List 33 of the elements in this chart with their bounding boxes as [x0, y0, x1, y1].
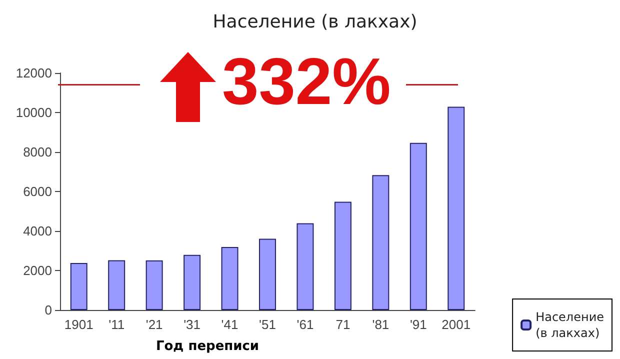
y-tick-label: 6000 — [23, 184, 52, 199]
bar — [372, 175, 390, 310]
y-tick-label: 8000 — [23, 144, 52, 160]
y-tick-label: 2000 — [23, 263, 52, 278]
x-tick-label: '91 — [410, 317, 427, 332]
x-axis-title: Год переписи — [156, 339, 260, 354]
y-tick-label: 12000 — [16, 66, 52, 80]
x-tick-label: 2001 — [442, 317, 471, 332]
bar — [184, 254, 201, 310]
bar — [334, 202, 352, 310]
y-tick-label: 0 — [44, 302, 52, 318]
x-tick-label: 1901 — [64, 317, 94, 332]
y-tick-label: 10000 — [16, 105, 52, 120]
chart-title: Население (в лакхах) — [212, 12, 418, 32]
bar — [221, 247, 238, 310]
bar — [146, 260, 163, 310]
x-tick-label: '41 — [221, 317, 238, 332]
x-tick-label: '21 — [146, 317, 163, 332]
bar — [259, 238, 276, 310]
x-tick-label: '81 — [372, 317, 390, 332]
x-tick-label: '11 — [108, 317, 125, 332]
bar — [108, 260, 126, 310]
x-tick-label: 71 — [336, 317, 350, 332]
bar — [70, 262, 88, 310]
x-tick-label: '31 — [184, 317, 201, 332]
bar — [448, 106, 465, 310]
y-tick-label: 4000 — [23, 224, 52, 238]
annotation: 332% — [222, 44, 391, 118]
x-tick-label: '51 — [259, 317, 276, 332]
bar — [296, 223, 314, 310]
x-tick-label: '61 — [296, 317, 314, 332]
legend-label: Население (в лакхах) — [536, 310, 604, 340]
bar — [410, 142, 427, 310]
